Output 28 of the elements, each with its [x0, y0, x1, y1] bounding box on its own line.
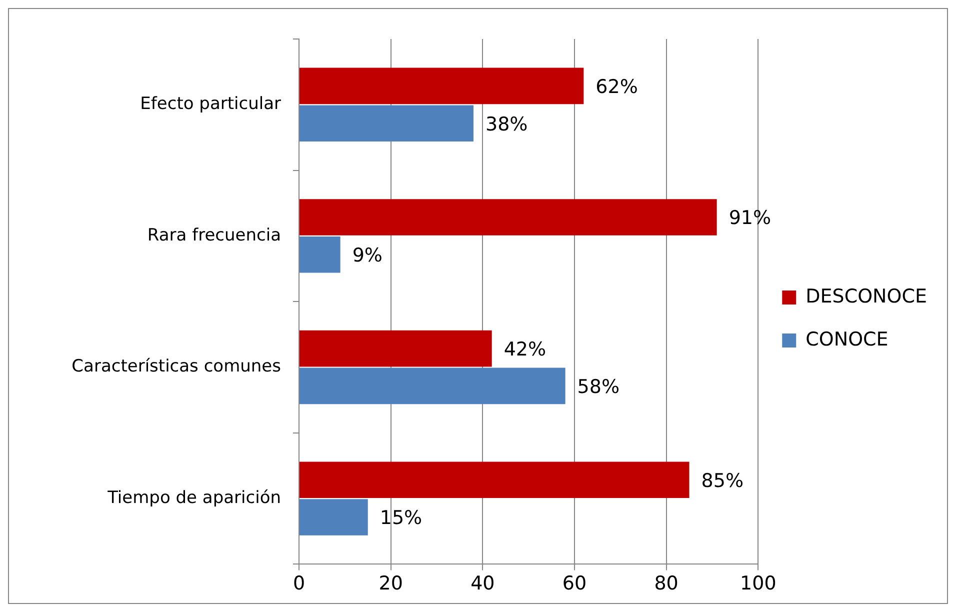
data-label: 15%: [380, 507, 422, 530]
y-tick-label: Rara frecuencia: [147, 225, 281, 246]
data-label: 9%: [352, 244, 382, 267]
data-label: 58%: [577, 376, 620, 398]
y-tick-label: Tiempo de aparición: [106, 488, 281, 508]
data-label: 38%: [485, 113, 528, 136]
data-label: 62%: [596, 76, 638, 98]
data-label: 91%: [728, 207, 772, 230]
legend-label: DESCONOCE: [806, 285, 927, 308]
bar: [300, 199, 717, 236]
x-tick-label: 20: [378, 572, 403, 595]
bar: [300, 499, 368, 536]
x-tick-label: 80: [654, 572, 678, 595]
bar: [300, 462, 690, 498]
x-tick-label: 60: [562, 572, 587, 595]
bar: [300, 330, 492, 367]
y-tick-label: Características comunes: [72, 356, 282, 377]
x-tick-label: 0: [292, 572, 306, 595]
bar: [300, 68, 584, 104]
bar: [300, 105, 474, 142]
bar: [300, 236, 340, 273]
data-label: 85%: [701, 470, 744, 492]
x-tick-label: 40: [470, 572, 495, 595]
data-label: 42%: [504, 338, 546, 360]
x-tick-label: 100: [740, 572, 776, 595]
bar: [300, 368, 566, 404]
y-tick-label: Efecto particular: [140, 94, 282, 114]
legend-label: CONOCE: [806, 328, 888, 350]
